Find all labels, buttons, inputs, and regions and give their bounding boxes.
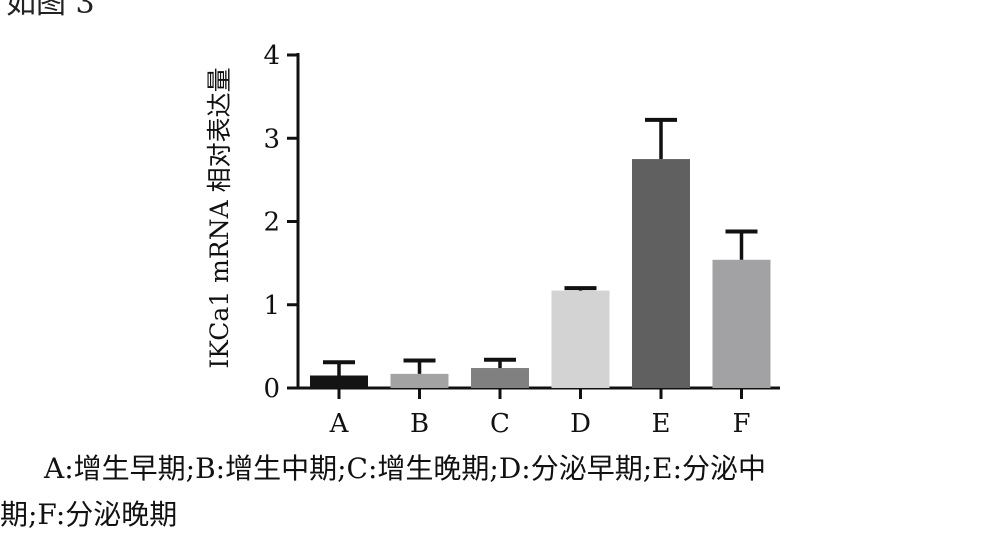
y-axis-label: IKCa1 mRNA 相对表达量 [205, 67, 234, 368]
x-tick-label-E: E [652, 409, 671, 439]
x-tick-label-C: C [490, 409, 510, 439]
caption-line-1: A:增生早期;B:增生中期;C:增生晚期;D:分泌早期;E:分泌中 [44, 452, 767, 485]
bar-F [712, 259, 771, 388]
bar-E [632, 159, 690, 388]
bar-D [551, 290, 610, 388]
x-tick-label-B: B [410, 409, 429, 439]
y-tick-label: 0 [263, 374, 280, 404]
figure-caption: A:增生早期;B:增生中期;C:增生晚期;D:分泌早期;E:分泌中 期;F:分泌… [0, 446, 984, 538]
y-tick-label: 1 [263, 291, 280, 321]
x-tick-label-F: F [732, 409, 750, 439]
axes [287, 53, 780, 399]
y-tick-label: 3 [263, 124, 280, 154]
bars [310, 117, 771, 388]
labels: 0 1 2 3 4 A B C D E F [263, 41, 750, 439]
x-tick-label-A: A [329, 409, 350, 439]
bar-chart: 0 1 2 3 4 A B C D E F IKCa1 mRNA 相对表达量 [205, 41, 780, 439]
x-tick-label-D: D [570, 409, 591, 439]
top-cut-text: 如图 3 [6, 0, 95, 21]
y-tick-label: 4 [263, 41, 280, 71]
caption-line-2: 期;F:分泌晚期 [0, 498, 178, 531]
bar-A [310, 375, 368, 388]
bar-C [471, 368, 529, 388]
y-tick-label: 2 [263, 208, 280, 238]
bar-B [390, 373, 449, 388]
